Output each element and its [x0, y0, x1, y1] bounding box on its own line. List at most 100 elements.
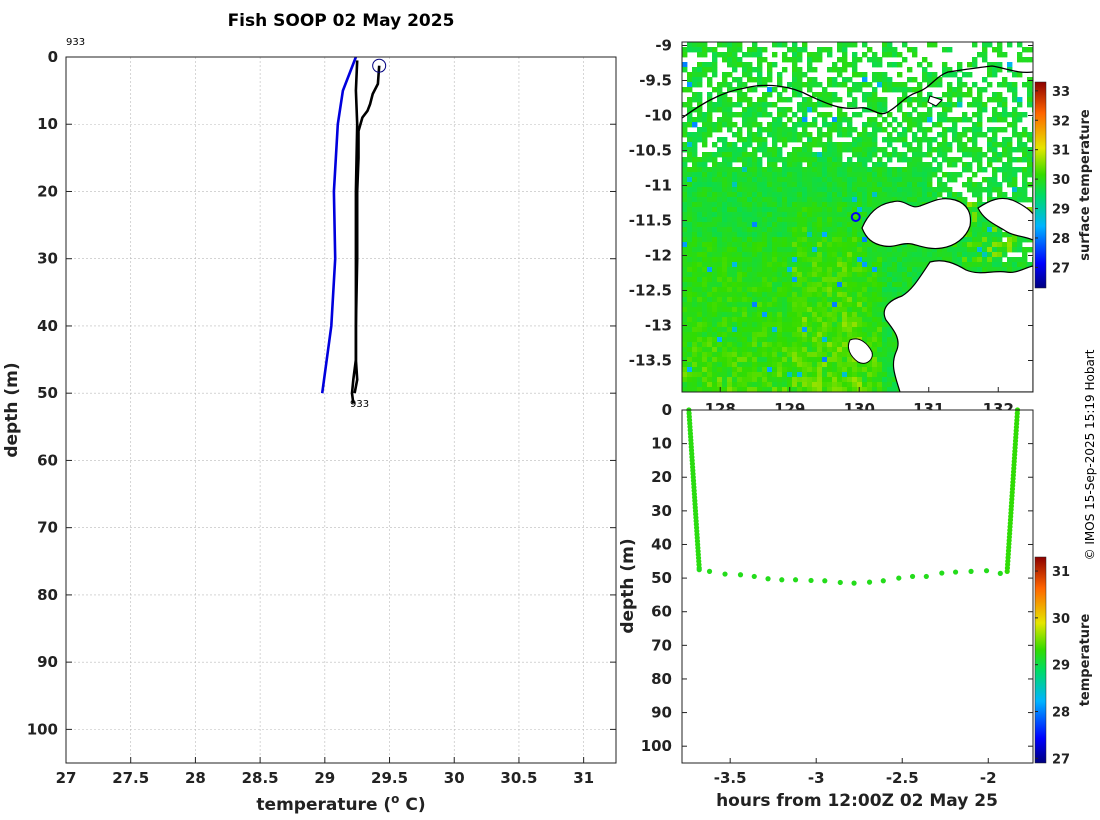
sst-cell: [832, 347, 838, 353]
sst-cell: [867, 372, 873, 378]
sst-cell: [727, 337, 733, 343]
sst-cell: [742, 382, 748, 388]
sst-cell: [927, 107, 933, 113]
sst-cell: [742, 282, 748, 288]
sst-cell: [712, 172, 718, 178]
sst-cell: [882, 97, 888, 103]
sst-cell: [992, 247, 998, 253]
sst-cell: [857, 152, 863, 158]
sst-cell: [777, 342, 783, 348]
sst-cell: [887, 347, 893, 353]
sst-cell: [972, 227, 978, 233]
sst-cell: [902, 197, 908, 203]
sst-cell: [747, 157, 753, 163]
sst-cell: [817, 372, 823, 378]
sst-cell: [837, 257, 843, 263]
sst-cell: [917, 137, 923, 143]
sst-cell: [682, 347, 688, 353]
sst-cell: [752, 42, 758, 48]
sst-cell: [827, 132, 833, 138]
sst-cell: [752, 107, 758, 113]
sst-cell: [777, 347, 783, 353]
sst-cell: [717, 82, 723, 88]
sst-cell: [717, 102, 723, 108]
sst-cell: [1002, 262, 1008, 268]
sst-cell: [742, 197, 748, 203]
sst-cell: [927, 127, 933, 133]
sst-cell: [692, 302, 698, 308]
sst-cell: [887, 297, 893, 303]
sst-cell: [757, 362, 763, 368]
sst-cell: [847, 177, 853, 183]
sst-cell: [737, 387, 743, 392]
sst-cell: [742, 302, 748, 308]
sst-cell: [737, 152, 743, 158]
sst-cell: [802, 292, 808, 298]
sst-cell: [847, 262, 853, 268]
sst-cell: [942, 47, 948, 53]
sst-cell: [812, 182, 818, 188]
sst-cell: [957, 92, 963, 98]
sst-cell: [732, 277, 738, 283]
sst-cell: [687, 87, 693, 93]
sst-cell: [767, 152, 773, 158]
sst-cell: [792, 327, 798, 333]
sst-cell: [732, 347, 738, 353]
sst-cell: [852, 187, 858, 193]
sst-cell: [847, 172, 853, 178]
sst-cell: [837, 252, 843, 258]
sst-cell: [797, 387, 803, 392]
sst-cell: [822, 192, 828, 198]
sst-cell: [807, 237, 813, 243]
sst-cell: [752, 382, 758, 388]
sst-cell: [867, 382, 873, 388]
sst-cell: [737, 242, 743, 248]
sst-cell: [827, 307, 833, 313]
sst-cell: [742, 237, 748, 243]
sst-cell: [812, 122, 818, 128]
sst-cell: [817, 307, 823, 313]
sst-cell: [707, 47, 713, 53]
sst-cell: [737, 357, 743, 363]
sst-cell: [787, 312, 793, 318]
sst-cell: [962, 72, 968, 78]
sst-cell: [832, 167, 838, 173]
sst-cell: [997, 232, 1003, 238]
sst-cell: [772, 202, 778, 208]
sst-cell: [972, 237, 978, 243]
sst-cell: [872, 102, 878, 108]
sst-cell: [832, 147, 838, 153]
sst-cell: [787, 327, 793, 333]
sst-cell: [877, 97, 883, 103]
sst-cell: [917, 142, 923, 148]
sst-cell: [747, 97, 753, 103]
sst-cell: [802, 252, 808, 258]
sst-cell: [752, 227, 758, 233]
profile-x-tick-label: 30: [444, 769, 465, 787]
sst-cell: [972, 137, 978, 143]
sst-cell: [1002, 142, 1008, 148]
sst-cell: [917, 102, 923, 108]
sst-cell: [757, 67, 763, 73]
sst-cell: [917, 267, 923, 273]
sst-cell: [702, 292, 708, 298]
sst-cell: [877, 167, 883, 173]
sst-cell: [917, 157, 923, 163]
sst-cell: [712, 222, 718, 228]
sst-cell: [822, 282, 828, 288]
sst-cell: [912, 167, 918, 173]
sst-cell: [687, 117, 693, 123]
sst-cell: [792, 112, 798, 118]
sst-cell: [697, 187, 703, 193]
profile-y-tick-label: 10: [37, 115, 58, 133]
sst-cell: [972, 232, 978, 238]
sst-cell: [812, 337, 818, 343]
sst-cell: [1012, 167, 1018, 173]
sst-cell: [927, 177, 933, 183]
sst-cell: [822, 317, 828, 323]
sst-cell: [837, 337, 843, 343]
sst-cell: [692, 387, 698, 392]
sst-cell: [732, 217, 738, 223]
sst-cell: [852, 52, 858, 58]
sst-cell: [722, 122, 728, 128]
